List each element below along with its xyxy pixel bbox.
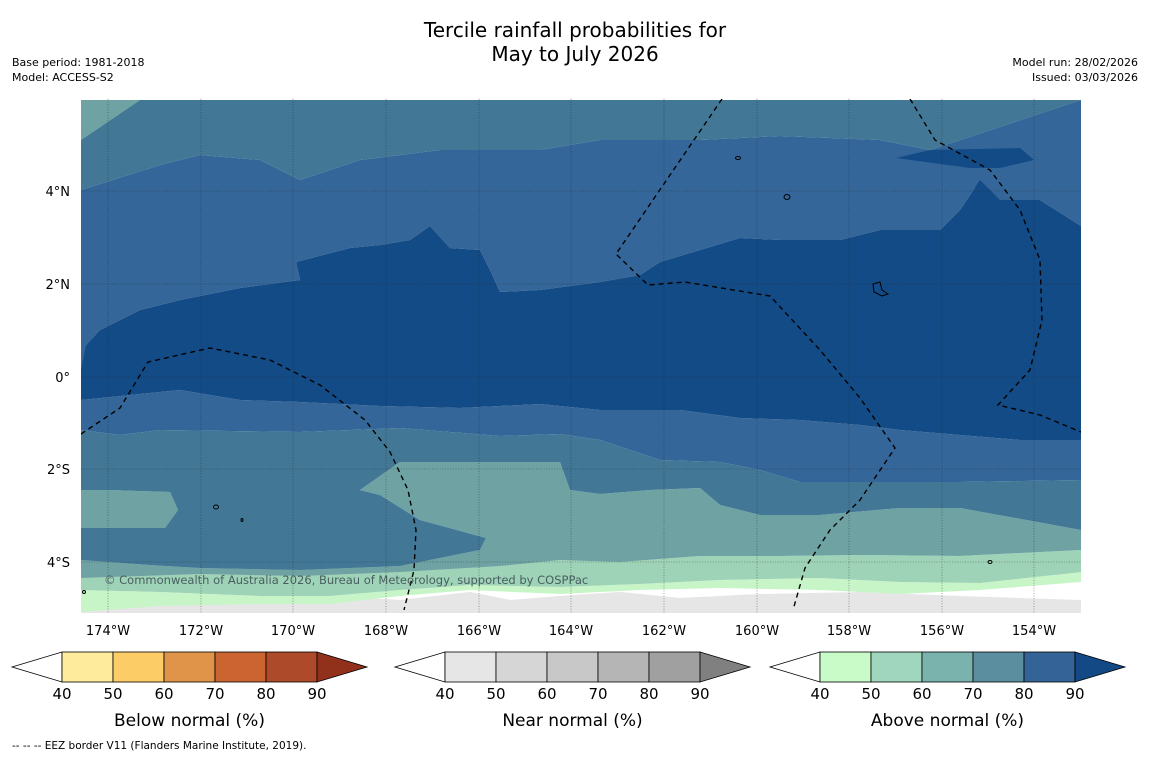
lon-label: 166°W — [457, 624, 501, 639]
graticule — [81, 99, 1081, 613]
colorbar-tick-label: 90 — [690, 685, 709, 703]
colorbar-tick-label: 90 — [1065, 685, 1084, 703]
lon-label: 160°W — [735, 624, 779, 639]
lon-label: 162°W — [642, 624, 686, 639]
colorbar-tick-label: 80 — [1014, 685, 1033, 703]
colorbar-segment — [870, 651, 923, 683]
title-line-1: Tercile rainfall probabilities for — [423, 18, 727, 42]
colorbar-tick-label: 60 — [154, 685, 173, 703]
lon-label: 170°W — [271, 624, 315, 639]
meta-left: Base period: 1981-2018 Model: ACCESS-S2 — [12, 55, 144, 85]
island-kiritimati — [872, 281, 890, 297]
fill-above-60-70 — [81, 100, 1081, 578]
fill-above-90 — [81, 148, 1081, 440]
islands — [82, 156, 993, 594]
colorbar-segment — [921, 651, 974, 683]
colorbar-segment — [972, 651, 1025, 683]
lon-label: 156°W — [920, 624, 964, 639]
title-line-2: May to July 2026 — [491, 42, 659, 66]
colorbar-tick-label: 80 — [639, 685, 658, 703]
issued-date: Issued: 03/03/2026 — [1031, 71, 1138, 84]
eez-border-tokelau — [81, 347, 417, 611]
lon-label: 174°W — [86, 624, 130, 639]
lon-label: 158°W — [827, 624, 871, 639]
lat-axis-labels: 4°N 2°N 0° 2°S 4°S — [46, 185, 71, 571]
island-2 — [735, 156, 741, 160]
colorbar-tick-label: 70 — [205, 685, 224, 703]
eez-footnote: -- -- -- EEZ border V11 (Flanders Marine… — [12, 740, 307, 752]
colorbar-extend-high — [699, 651, 752, 683]
fill-near-40-50 — [81, 590, 1081, 613]
colorbar-tick-label: 50 — [861, 685, 880, 703]
colorbar-tick-label: 60 — [912, 685, 931, 703]
map-title: Tercile rainfall probabilities for May t… — [0, 18, 1150, 66]
lat-label: 4°S — [47, 556, 70, 571]
colorbar-title: Above normal (%) — [871, 711, 1024, 731]
colorbar-segment — [112, 651, 165, 683]
colorbar-extend-low — [768, 651, 821, 683]
lon-label: 154°W — [1012, 624, 1056, 639]
colorbar-segment — [495, 651, 548, 683]
colorbar-tick-label: 40 — [810, 685, 829, 703]
colorbar-tick-label: 40 — [52, 685, 71, 703]
colorbar-segment — [214, 651, 267, 683]
colorbar-segment — [597, 651, 650, 683]
colorbar-tick-label: 50 — [486, 685, 505, 703]
fill-above-40-50 — [81, 572, 1081, 612]
colorbar-segment — [819, 651, 872, 683]
colorbar-segment — [444, 651, 497, 683]
model-name: Model: ACCESS-S2 — [12, 71, 114, 84]
model-run: Model run: 28/02/2026 — [1012, 56, 1138, 69]
colorbar-extend-low — [10, 651, 63, 683]
base-period: Base period: 1981-2018 — [12, 56, 145, 69]
colorbar-extend-high — [316, 651, 369, 683]
lat-label: 2°N — [46, 278, 71, 293]
colorbar-segment — [265, 651, 318, 683]
copyright-watermark: © Commonwealth of Australia 2026, Bureau… — [104, 573, 588, 587]
fill-above-70-80 — [81, 100, 1081, 570]
colorbar-segment — [648, 651, 701, 683]
meta-right: Model run: 28/02/2026 Issued: 03/03/2026 — [1012, 55, 1138, 85]
eez-borders — [81, 99, 1081, 611]
colorbar-tick-label: 80 — [256, 685, 275, 703]
fill-above-50-60 — [81, 550, 1081, 596]
colorbar-extend-high — [1074, 651, 1127, 683]
colorbar-segment — [61, 651, 114, 683]
colorbar-tick-label: 70 — [588, 685, 607, 703]
colorbar-tick-label: 60 — [537, 685, 556, 703]
lat-label: 2°S — [47, 463, 70, 478]
lon-label: 164°W — [549, 624, 593, 639]
eez-border-kiribati — [615, 99, 896, 611]
colorbar-segment — [546, 651, 599, 683]
colorbar-near: 40 50 60 70 80 90 Near normal (%) — [393, 651, 752, 731]
colorbar-tick-label: 50 — [103, 685, 122, 703]
eez-border-line-islands — [909, 99, 1081, 433]
island-3 — [213, 504, 219, 510]
island-5 — [987, 560, 993, 564]
lat-label: 0° — [55, 371, 70, 386]
map-panel — [81, 100, 1081, 613]
colorbar-extend-low — [393, 651, 446, 683]
colorbar-segment — [1023, 651, 1076, 683]
lon-axis-labels: 174°W 172°W 170°W 168°W 166°W 164°W 162°… — [86, 624, 1056, 639]
colorbar-above: 40 50 60 70 80 90 Above normal (%) — [768, 651, 1127, 731]
colorbar-title: Near normal (%) — [502, 711, 642, 731]
island-1 — [783, 194, 791, 200]
island-4 — [240, 518, 244, 522]
colorbar-tick-label: 90 — [307, 685, 326, 703]
colorbar-segment — [163, 651, 216, 683]
lat-label: 4°N — [46, 185, 71, 200]
lon-label: 172°W — [179, 624, 223, 639]
fill-above-80-90 — [81, 100, 1081, 482]
colorbar-tick-label: 40 — [435, 685, 454, 703]
lon-label: 168°W — [364, 624, 408, 639]
colorbar-tick-label: 70 — [963, 685, 982, 703]
island-6 — [82, 590, 86, 594]
colorbar-below: 40 50 60 70 80 90 Below normal (%) — [10, 651, 369, 731]
legends: 40 50 60 70 80 90 Below normal (%) 40 50 60 70 80 90… — [10, 651, 1127, 731]
colorbar-title: Below normal (%) — [114, 711, 265, 731]
